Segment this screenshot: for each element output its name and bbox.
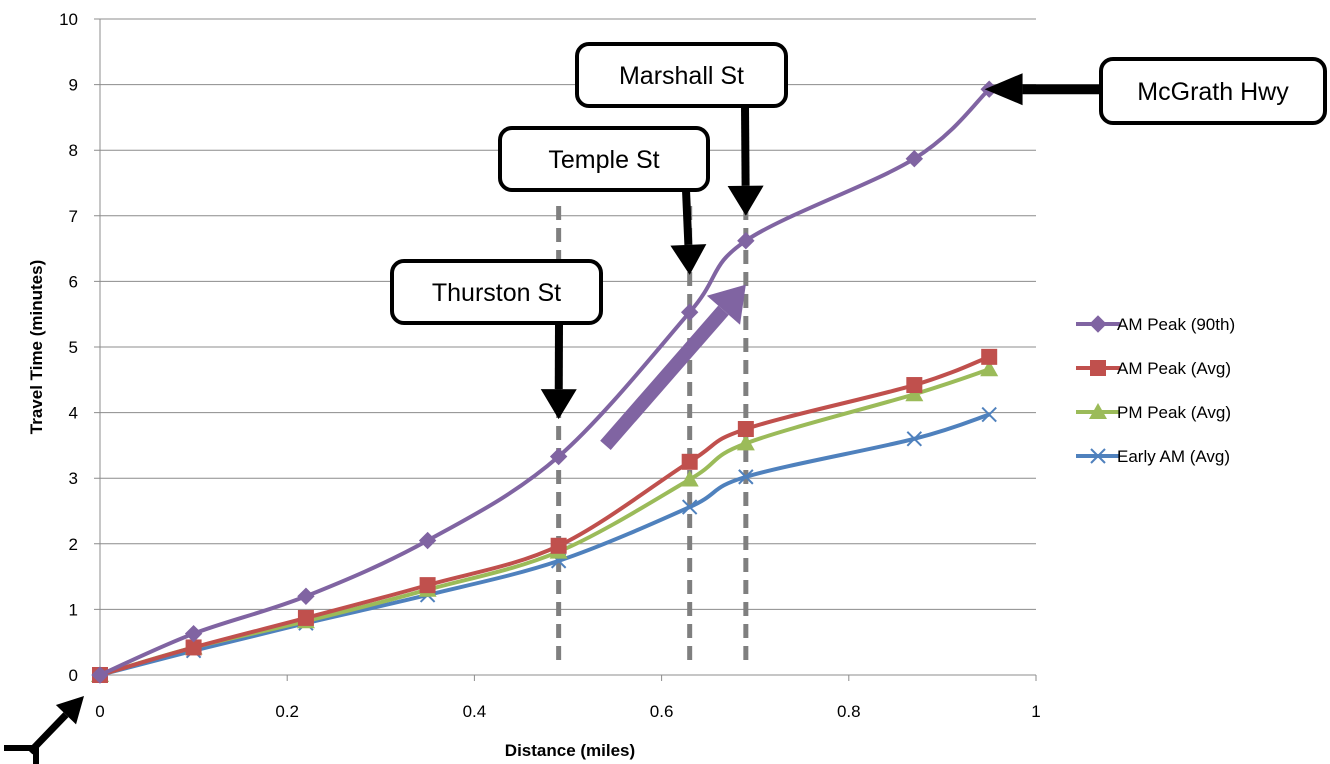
callout-arrow (540, 322, 577, 420)
y-tick-label: 5 (69, 338, 78, 357)
start-arrow-head (27, 696, 84, 755)
data-point (905, 150, 924, 168)
data-point (184, 624, 203, 643)
marker-stroke (981, 406, 997, 423)
axes: 0 1 2 3 4 5 6 7 8 9 10 0 0.2 0.4 0.6 0.8 1 (59, 10, 1041, 721)
legend-marker (1090, 360, 1106, 376)
legend-item: PM Peak (Avg) (1076, 403, 1231, 422)
series-0 (91, 80, 998, 684)
arrowhead (727, 185, 764, 216)
x-axis-label: Distance (miles) (505, 741, 635, 760)
arrow-shaft (27, 712, 69, 755)
callout-box (390, 259, 603, 325)
data-point (981, 406, 997, 423)
data-point (419, 577, 436, 594)
legend: AM Peak (90th) AM Peak (Avg) PM Peak (Avg)… (1076, 315, 1235, 466)
x-tick-label: 1 (1031, 702, 1040, 721)
legend-label: AM Peak (Avg) (1117, 359, 1231, 378)
marker-stroke (681, 499, 698, 515)
series-line (99, 367, 990, 677)
data-point (906, 377, 923, 394)
callout-box (498, 126, 710, 192)
arrow-shaft (741, 105, 750, 186)
data-point (549, 447, 568, 466)
callout-label: Thurston St (432, 279, 561, 307)
arrowhead (540, 389, 577, 420)
legend-marker (1090, 448, 1106, 464)
marker-stroke (738, 469, 754, 485)
callout-label: McGrath Hwy (1137, 78, 1289, 106)
callout-label: Temple St (548, 146, 659, 174)
arrowhead (670, 244, 707, 275)
y-tick-label: 7 (69, 207, 78, 226)
legend-marker (1089, 403, 1107, 419)
y-tick-label: 6 (69, 272, 78, 291)
legend-item: AM Peak (Avg) (1076, 359, 1231, 378)
legend-label: Early AM (Avg) (1117, 447, 1230, 466)
data-point (981, 348, 998, 365)
series-line (99, 354, 990, 677)
callout-1: Temple St (498, 126, 710, 192)
callout-label: Marshall St (619, 62, 744, 90)
callout-3: McGrath Hwy (1099, 57, 1327, 125)
legend-label: PM Peak (Avg) (1117, 403, 1231, 422)
y-tick-label: 10 (59, 10, 78, 29)
y-tick-label: 1 (69, 600, 78, 619)
legend-label: AM Peak (90th) (1117, 315, 1235, 334)
trend-arrow (600, 284, 746, 451)
arrowhead (984, 73, 1023, 106)
data-point (297, 609, 314, 626)
data-point (550, 537, 567, 554)
data-point (681, 499, 698, 515)
data-point (680, 470, 699, 487)
y-tick-label: 9 (69, 76, 78, 95)
callout-0: Thurston St (390, 259, 603, 325)
gridlines (94, 18, 1036, 676)
data-point (737, 421, 754, 437)
data-point (418, 531, 437, 550)
data-point (905, 385, 924, 402)
data-point (680, 303, 699, 321)
x-tick-label: 0.6 (650, 702, 674, 721)
y-axis-label: Travel Time (minutes) (27, 260, 46, 434)
data-point (737, 232, 755, 250)
data-point (736, 434, 755, 451)
legend-marker (1089, 315, 1107, 333)
callout-arrow (670, 189, 707, 275)
x-tick-label: 0.4 (463, 702, 487, 721)
y-tick-label: 8 (69, 141, 78, 160)
data-point (980, 360, 999, 377)
arrow-shaft (682, 189, 693, 246)
marker-stroke (906, 431, 923, 447)
data-point (681, 453, 698, 470)
y-tick-label: 4 (69, 404, 78, 423)
y-tick-label: 3 (69, 469, 78, 488)
arrowhead (706, 284, 746, 325)
x-tick-label: 0.8 (837, 702, 861, 721)
x-tick-label: 0 (95, 702, 104, 721)
data-point (185, 639, 202, 656)
callout-box (575, 42, 788, 108)
annotations: Thurston St Temple St Marshall St McGrath H… (4, 42, 1327, 764)
data-point (297, 587, 315, 605)
series-1 (92, 348, 998, 683)
series-line (99, 87, 991, 677)
callout-arrow (984, 73, 1101, 106)
marker-stroke (1090, 448, 1106, 464)
x-tick-label: 0.2 (275, 702, 299, 721)
y-tick-label: 2 (69, 535, 78, 554)
callout-arrow (727, 105, 764, 216)
data-point (906, 431, 923, 447)
callout-2: Marshall St (575, 42, 788, 108)
data-point (91, 666, 109, 684)
arrow-shaft (600, 305, 729, 451)
y-tick-label: 0 (69, 666, 78, 685)
arrowhead (55, 696, 84, 725)
legend-item: Early AM (Avg) (1076, 447, 1230, 466)
legend-item: AM Peak (90th) (1076, 315, 1235, 334)
data-point (738, 469, 754, 485)
series-2 (91, 360, 999, 682)
series-group (91, 80, 999, 684)
